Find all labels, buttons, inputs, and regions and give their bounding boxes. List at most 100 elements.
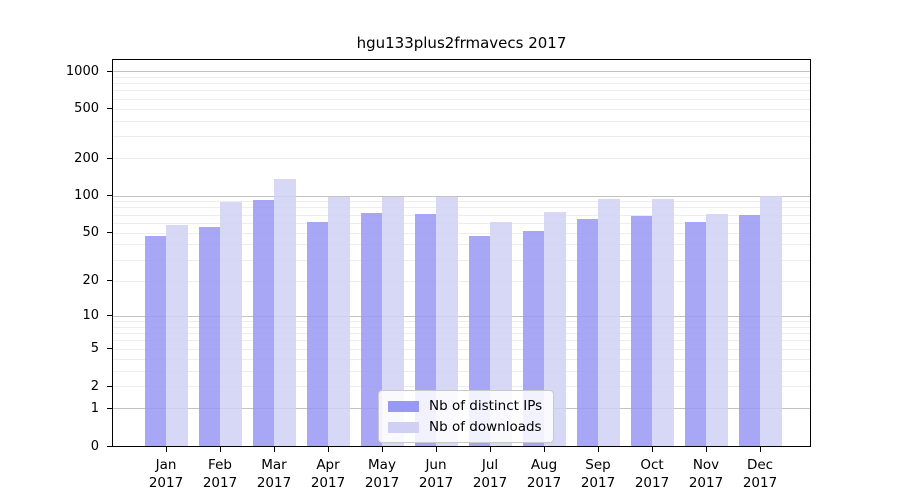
y-tick-mark: [107, 315, 112, 317]
bar-oct-downloads: [652, 199, 674, 446]
gridline-minor: [113, 340, 810, 342]
y-tick-label: 200: [74, 150, 99, 166]
bar-feb-downloads: [220, 202, 242, 446]
gridline-minor: [113, 259, 810, 261]
bar-mar-distinct-ips: [252, 200, 274, 446]
x-tick-mark: [435, 447, 437, 452]
bar-jun-distinct-ips: [414, 213, 436, 446]
y-tick-label: 0: [90, 438, 99, 454]
x-tick-label: Jun 2017: [418, 457, 454, 491]
bar-may-distinct-ips: [360, 213, 382, 446]
x-tick-mark: [597, 447, 599, 452]
gridline-minor: [113, 370, 810, 372]
y-tick-mark: [107, 445, 112, 447]
legend-swatch-ips: [388, 400, 419, 412]
bar-jan-downloads: [166, 224, 188, 446]
gridline-minor: [113, 90, 810, 92]
legend-item-downloads: Nb of downloads: [388, 419, 542, 435]
gridline-major: [113, 195, 810, 197]
x-tick-mark: [489, 447, 491, 452]
bar-oct-distinct-ips: [630, 216, 652, 446]
y-tick-mark: [107, 407, 112, 409]
x-tick-label: Dec 2017: [742, 457, 778, 491]
gridline-minor: [113, 333, 810, 335]
y-tick-label: 20: [82, 273, 99, 289]
y-tick-mark: [107, 157, 112, 159]
x-tick-label: Aug 2017: [526, 457, 562, 491]
x-tick-label: Mar 2017: [256, 457, 292, 491]
plot-area: 0 1 2 5 10 20 50 100 200 500 1000 Jan 2017 Feb 2017 Mar…: [66, 59, 811, 491]
bars-layer: [113, 60, 810, 446]
y-tick-mark: [107, 108, 112, 109]
x-tick-label: Nov 2017: [688, 457, 724, 491]
gridline-layer: [113, 60, 810, 446]
x-tick-label: Jul 2017: [472, 457, 508, 491]
gridline-major: [113, 315, 810, 317]
legend-swatch-downloads: [388, 421, 419, 433]
bar-jun-downloads: [436, 197, 458, 446]
bar-apr-distinct-ips: [306, 222, 328, 446]
gridline-minor: [113, 76, 810, 78]
bar-sep-distinct-ips: [576, 219, 598, 446]
bar-nov-distinct-ips: [684, 222, 706, 446]
gridline-minor: [113, 214, 810, 216]
x-tick-mark: [543, 447, 545, 452]
y-tick-label: 2: [90, 378, 99, 394]
x-tick-mark: [273, 447, 275, 452]
y-tick-mark: [107, 232, 112, 234]
x-tick-label: Oct 2017: [634, 457, 670, 491]
x-tick-label: Feb 2017: [202, 457, 238, 491]
bar-sep-downloads: [598, 199, 620, 446]
y-tick-mark: [107, 195, 112, 196]
gridline-minor: [113, 207, 810, 209]
bar-apr-downloads: [328, 197, 350, 446]
gridline-minor: [113, 348, 810, 350]
y-tick-mark: [107, 348, 112, 350]
x-tick-label: May 2017: [364, 457, 400, 491]
legend-item-distinct-ips: Nb of distinct IPs: [388, 398, 542, 414]
bar-dec-downloads: [760, 196, 782, 446]
gridline-minor: [113, 326, 810, 328]
x-tick-label: Apr 2017: [310, 457, 346, 491]
gridline-minor: [113, 201, 810, 203]
x-tick-label: Jan 2017: [148, 457, 184, 491]
x-tick-mark: [381, 447, 383, 452]
x-tick-mark: [759, 447, 761, 452]
axis-ticks-layer: 0 1 2 5 10 20 50 100 200 500 1000 Jan 2017 Feb 2017 Mar…: [66, 60, 810, 491]
bar-jan-distinct-ips: [144, 235, 166, 446]
gridline-minor: [113, 222, 810, 224]
bar-may-downloads: [382, 196, 404, 446]
y-tick-label: 5: [90, 341, 99, 357]
gridline-minor: [113, 158, 810, 160]
bar-nov-downloads: [706, 213, 728, 446]
x-tick-mark: [165, 447, 167, 452]
x-tick-mark: [651, 447, 653, 452]
y-tick-mark: [107, 385, 112, 387]
gridline-minor: [113, 232, 810, 234]
chart-title: hgu133plus2frmavecs 2017: [356, 34, 567, 52]
legend-label-distinct-ips: Nb of distinct IPs: [429, 398, 543, 414]
y-tick-label: 100: [74, 188, 99, 203]
legend: Nb of distinct IPs Nb of downloads: [378, 390, 555, 444]
y-tick-mark: [107, 280, 112, 282]
bar-aug-downloads: [544, 212, 566, 446]
bar-mar-downloads: [274, 178, 296, 446]
gridline-major: [113, 71, 810, 72]
gridline-minor: [113, 120, 810, 122]
y-tick-mark: [107, 70, 112, 72]
x-tick-label: Sep 2017: [580, 457, 616, 491]
legend-label-downloads: Nb of downloads: [429, 419, 542, 436]
gridline-minor: [113, 98, 810, 100]
gridline-minor: [113, 136, 810, 138]
gridline-minor: [113, 108, 810, 110]
gridline-minor: [113, 244, 810, 246]
bar-dec-distinct-ips: [738, 215, 760, 446]
y-tick-label: 10: [82, 308, 99, 324]
y-tick-label: 1000: [65, 63, 99, 79]
x-tick-mark: [219, 447, 221, 452]
gridline-minor: [113, 358, 810, 360]
y-tick-label: 500: [74, 101, 99, 116]
y-tick-label: 50: [82, 225, 99, 241]
gridline-minor: [113, 321, 810, 322]
